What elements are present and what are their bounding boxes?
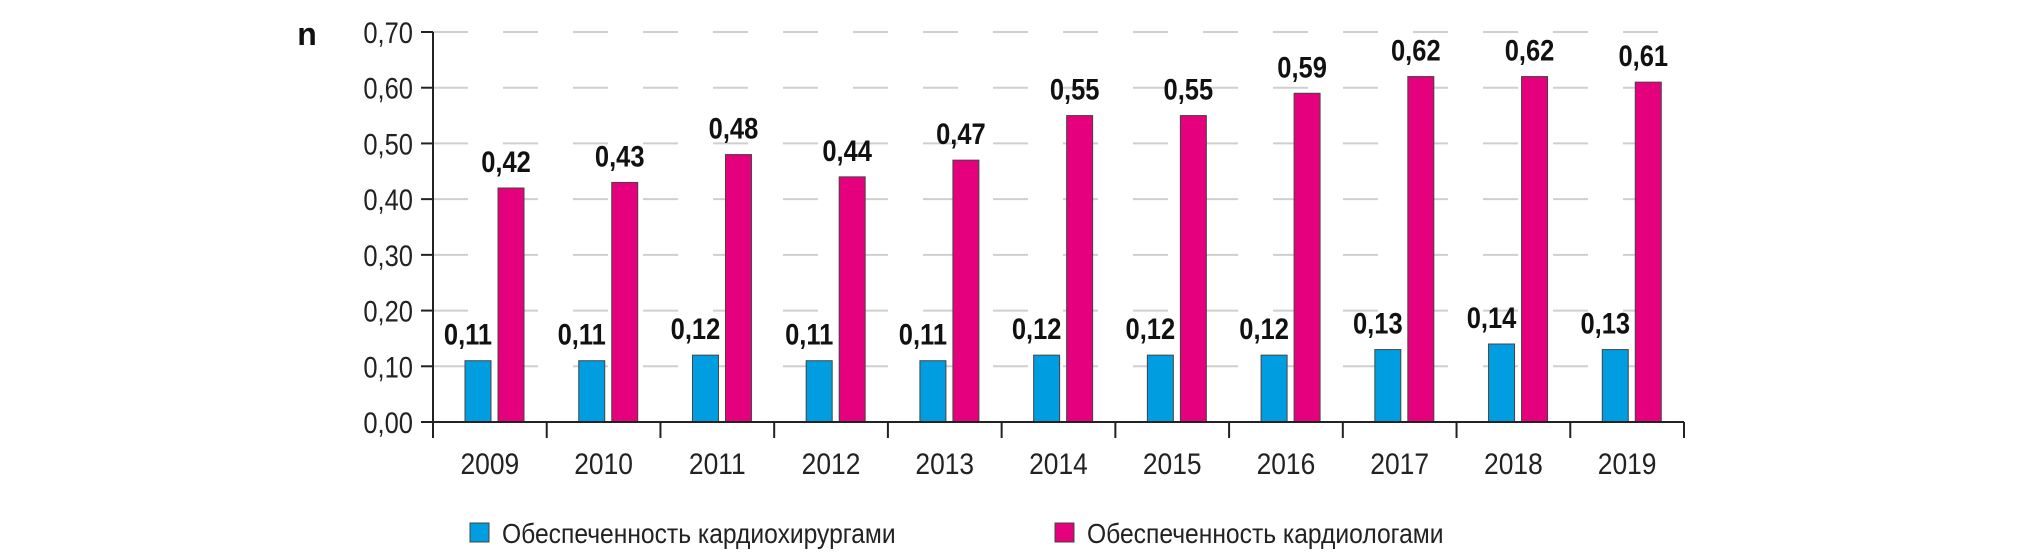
data-label: 0,13 bbox=[1580, 307, 1630, 340]
data-label: 0,11 bbox=[899, 318, 947, 351]
x-tick-label: 2016 bbox=[1257, 446, 1316, 480]
bar-cardiosurgeons bbox=[1601, 349, 1629, 423]
data-label: 0,14 bbox=[1467, 301, 1517, 334]
bar-cardiosurgeons bbox=[1146, 354, 1174, 423]
y-tick-label: 0,70 bbox=[363, 16, 413, 49]
x-tick-label: 2015 bbox=[1143, 446, 1202, 480]
bar-cardiologists bbox=[1179, 115, 1207, 423]
y-tick-label: 0,50 bbox=[363, 127, 413, 160]
bar-cardiologists bbox=[1407, 76, 1435, 423]
y-tick-label: 0,20 bbox=[363, 295, 413, 328]
bar-cardiosurgeons bbox=[464, 360, 492, 423]
data-label: 0,13 bbox=[1353, 307, 1403, 340]
data-label: 0,12 bbox=[1012, 312, 1062, 345]
bar-cardiosurgeons bbox=[1374, 349, 1402, 423]
data-label: 0,44 bbox=[822, 134, 872, 167]
x-tick-label: 2009 bbox=[460, 446, 519, 480]
legend-label: Обеспеченность кардиологами bbox=[1087, 518, 1443, 550]
bar-cardiosurgeons bbox=[578, 360, 606, 423]
bar-cardiosurgeons bbox=[691, 354, 719, 423]
bar-cardiologists bbox=[1293, 92, 1321, 423]
bar-cardiologists bbox=[611, 181, 639, 423]
data-label: 0,59 bbox=[1277, 50, 1327, 83]
x-tick-label: 2013 bbox=[915, 446, 974, 480]
legend-swatch bbox=[469, 522, 490, 543]
x-tick-label: 2012 bbox=[802, 446, 861, 480]
legend-swatch bbox=[1054, 522, 1075, 543]
y-tick-label: 0,40 bbox=[363, 183, 413, 216]
x-tick-label: 2017 bbox=[1370, 446, 1429, 480]
data-label: 0,55 bbox=[1050, 73, 1100, 106]
x-tick-label: 2011 bbox=[689, 446, 746, 480]
data-label: 0,11 bbox=[444, 318, 492, 351]
x-tick-label: 2010 bbox=[574, 446, 633, 480]
data-label: 0,62 bbox=[1391, 34, 1441, 67]
data-label: 0,47 bbox=[936, 117, 986, 150]
legend-label: Обеспеченность кардиохирургами bbox=[502, 518, 896, 550]
bar-cardiologists bbox=[1521, 76, 1549, 423]
data-label: 0,12 bbox=[1126, 312, 1176, 345]
bar-cardiologists bbox=[952, 159, 980, 423]
bar-cardiosurgeons bbox=[1033, 354, 1061, 423]
data-label: 0,55 bbox=[1164, 73, 1214, 106]
y-tick-label: 0,00 bbox=[363, 406, 413, 439]
bar-cardiologists bbox=[497, 187, 525, 423]
y-tick-label: 0,10 bbox=[363, 350, 413, 383]
y-axis-label: n bbox=[297, 16, 317, 52]
x-tick-label: 2014 bbox=[1029, 446, 1088, 480]
bar-cardiologists bbox=[1066, 115, 1094, 423]
y-tick-label: 0,30 bbox=[363, 239, 413, 272]
y-tick-label: 0,60 bbox=[363, 72, 413, 105]
bar-cardiologists bbox=[724, 154, 752, 423]
data-label: 0,11 bbox=[558, 318, 606, 351]
bar-cardiosurgeons bbox=[1260, 354, 1288, 423]
bar-cardiologists bbox=[838, 176, 866, 423]
data-label: 0,48 bbox=[709, 112, 759, 145]
bar-cardiologists bbox=[1634, 81, 1662, 423]
bar-cardiosurgeons bbox=[1488, 343, 1516, 423]
data-label: 0,12 bbox=[671, 312, 721, 345]
data-label: 0,61 bbox=[1618, 39, 1668, 72]
data-label: 0,43 bbox=[595, 139, 645, 172]
x-tick-label: 2019 bbox=[1598, 446, 1657, 480]
x-tick-label: 2018 bbox=[1484, 446, 1543, 480]
data-label: 0,12 bbox=[1239, 312, 1289, 345]
bar-cardiosurgeons bbox=[919, 360, 947, 423]
data-label: 0,42 bbox=[481, 145, 531, 178]
bar-cardiosurgeons bbox=[805, 360, 833, 423]
data-label: 0,11 bbox=[785, 318, 833, 351]
data-label: 0,62 bbox=[1505, 34, 1555, 67]
